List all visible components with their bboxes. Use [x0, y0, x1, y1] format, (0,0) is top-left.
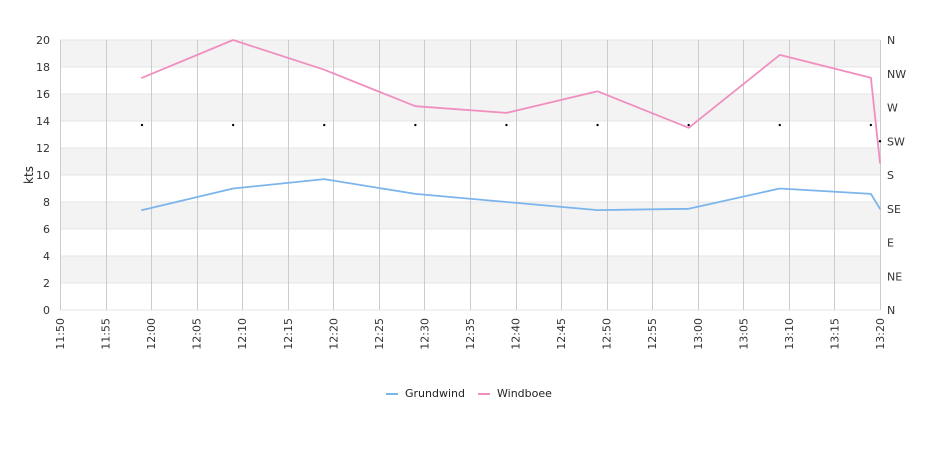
legend[interactable]: Grundwind Windboee [386, 387, 552, 400]
y-tick-label: 2 [43, 277, 50, 290]
data-point-windboee[interactable] [139, 75, 145, 81]
x-tick-label: 12:40 [510, 318, 523, 350]
x-tick-label: 12:15 [282, 318, 295, 350]
legend-label: Grundwind [405, 387, 465, 400]
y-tick-label: 0 [43, 304, 50, 317]
data-point-grundwind[interactable] [595, 207, 601, 213]
direction-tick-label: W [887, 102, 898, 115]
x-tick-label: 12:50 [601, 318, 614, 350]
y-tick-label: 12 [36, 142, 50, 155]
direction-point [596, 123, 599, 127]
y-tick-label: 14 [36, 115, 50, 128]
data-point-grundwind[interactable] [503, 199, 509, 205]
x-tick-label: 12:05 [191, 318, 204, 350]
direction-tick-label: S [887, 169, 894, 182]
data-point-windboee[interactable] [595, 88, 601, 94]
series-line-grundwind [141, 178, 881, 212]
direction-point [414, 123, 417, 127]
direction-point [323, 123, 326, 127]
direction-tick-label: N [887, 34, 895, 47]
y-tick-label: 16 [36, 88, 50, 101]
y-axis-title: kts [22, 166, 36, 184]
direction-point [869, 123, 873, 127]
direction-tick-label: N [887, 304, 895, 317]
direction-point [505, 123, 508, 127]
x-tick-label: 12:10 [236, 318, 249, 350]
data-point-grundwind[interactable] [686, 206, 692, 212]
direction-point [778, 123, 781, 127]
x-tick-label: 13:05 [737, 318, 750, 350]
data-point-windboee[interactable] [412, 103, 418, 109]
x-tick-label: 11:50 [54, 318, 67, 350]
direction-axis-tick-labels: N NE E SE S SW W NW N [887, 34, 906, 317]
data-point-windboee[interactable] [230, 37, 236, 43]
data-point-grundwind[interactable] [777, 186, 783, 192]
series-layer [139, 37, 883, 213]
x-tick-label: 12:30 [418, 318, 431, 350]
y-tick-label: 8 [43, 196, 50, 209]
direction-point [140, 123, 144, 127]
x-tick-label: 12:25 [373, 318, 386, 350]
data-point-grundwind[interactable] [321, 176, 327, 182]
data-point-windboee[interactable] [503, 110, 509, 116]
x-tick-label: 11:55 [100, 318, 113, 350]
direction-point [687, 123, 690, 127]
y-tick-label: 18 [36, 61, 50, 74]
direction-tick-label: NW [887, 68, 906, 81]
legend-label: Windboee [497, 387, 552, 400]
data-point-grundwind[interactable] [230, 186, 236, 192]
direction-tick-label: E [887, 237, 894, 250]
data-point-windboee[interactable] [868, 75, 874, 81]
data-point-grundwind[interactable] [868, 191, 874, 197]
direction-tick-label: SW [887, 135, 905, 148]
x-tick-label: 12:55 [646, 318, 659, 350]
direction-tick-label: NE [887, 270, 902, 283]
data-point-windboee[interactable] [777, 52, 783, 58]
direction-markers [140, 123, 882, 143]
x-tick-label: 13:15 [828, 318, 841, 350]
data-point-windboee[interactable] [321, 67, 327, 73]
direction-tick-label: SE [887, 203, 901, 216]
y-axis-tick-labels: 0 2 4 6 8 10 12 14 16 18 20 [36, 34, 50, 317]
x-tick-label: 12:45 [555, 318, 568, 350]
data-point-grundwind[interactable] [877, 206, 883, 212]
data-point-grundwind[interactable] [412, 191, 418, 197]
data-point-windboee[interactable] [877, 160, 883, 166]
x-tick-label: 12:35 [464, 318, 477, 350]
y-tick-label: 20 [36, 34, 50, 47]
direction-point [878, 140, 882, 143]
y-tick-label: 6 [43, 223, 50, 236]
series-line-windboee [141, 39, 881, 164]
x-tick-label: 12:00 [145, 318, 158, 350]
x-tick-label: 13:00 [692, 318, 705, 350]
x-axis-tick-labels: 11:50 11:55 12:00 12:05 12:10 12:15 12:20 12:25… [54, 318, 887, 350]
y-tick-label: 10 [36, 169, 50, 182]
legend-item-grundwind[interactable]: Grundwind [386, 387, 465, 400]
legend-item-windboee[interactable]: Windboee [478, 387, 552, 400]
x-tick-label: 12:20 [327, 318, 340, 350]
y-tick-label: 4 [43, 250, 50, 263]
data-point-grundwind[interactable] [139, 207, 145, 213]
x-tick-label: 13:10 [783, 318, 796, 350]
direction-point [231, 123, 235, 127]
x-tick-label: 13:20 [874, 318, 887, 350]
